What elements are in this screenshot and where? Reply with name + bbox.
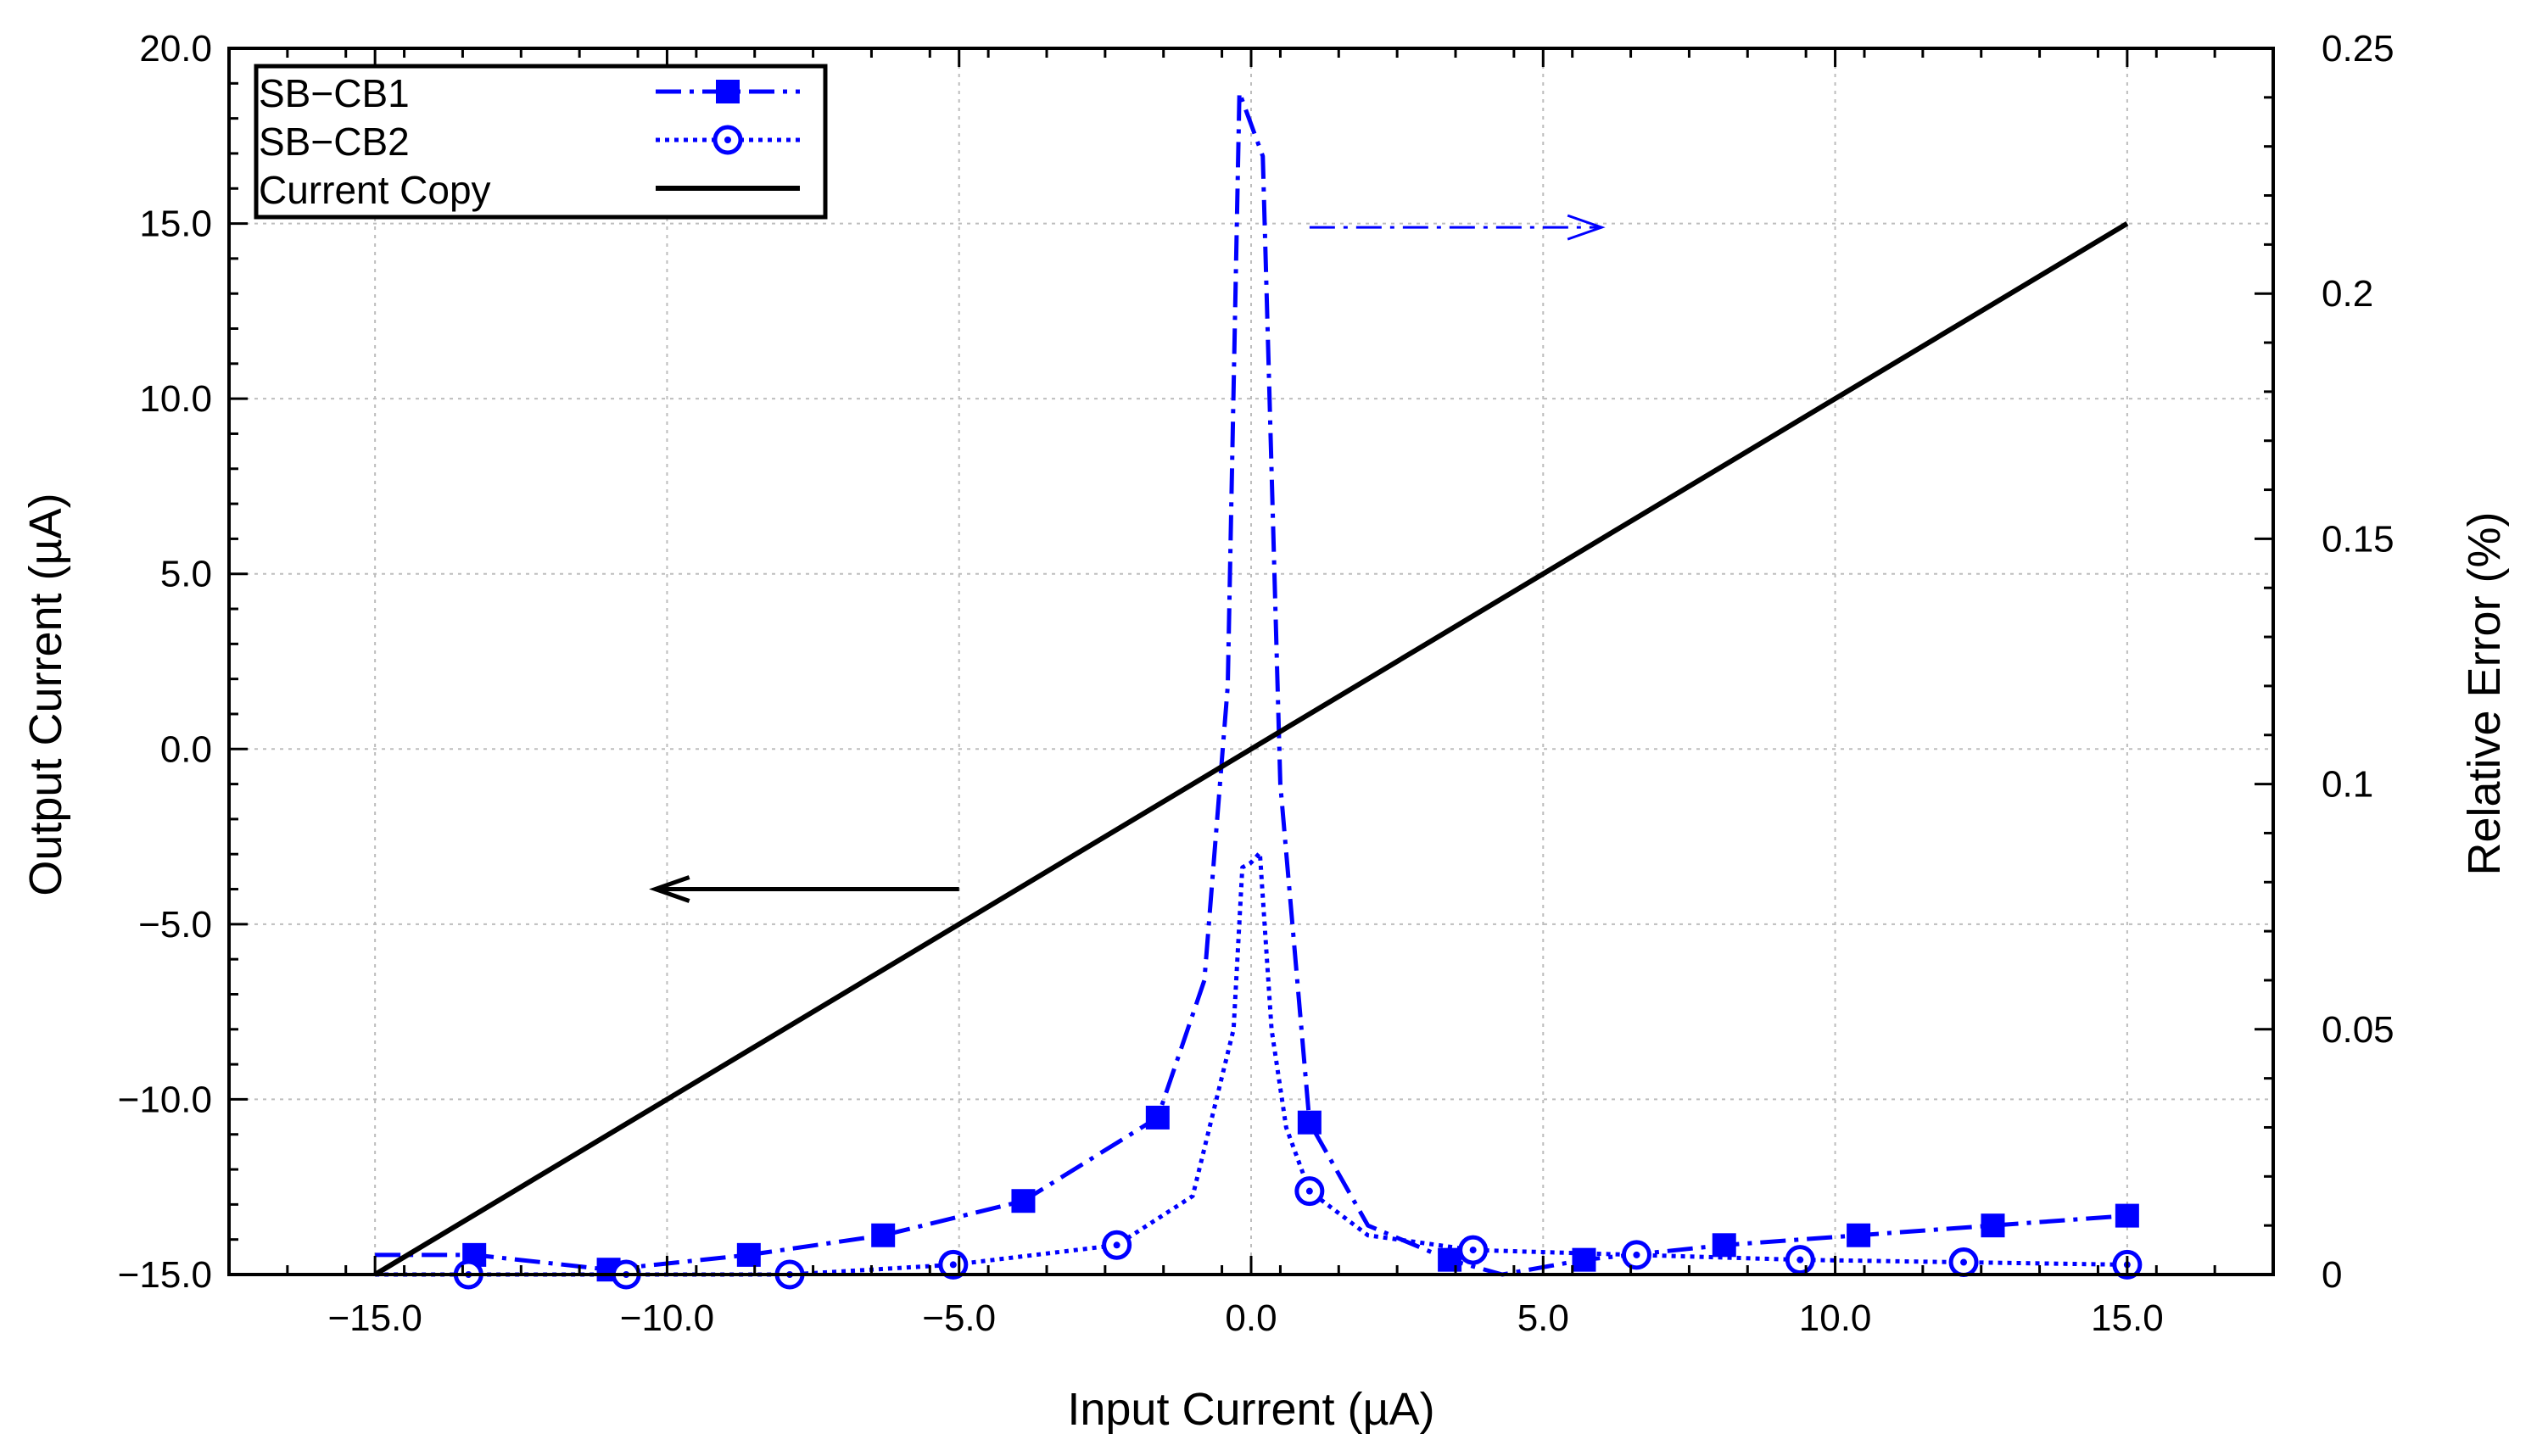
series-1-marker — [1297, 1110, 1322, 1135]
series-1-marker — [871, 1223, 896, 1247]
x-tick-label: 0.0 — [1225, 1297, 1277, 1339]
y-right-tick-label: 0 — [2322, 1254, 2342, 1296]
series-1-marker — [1572, 1247, 1596, 1272]
legend-sample-marker-2-center — [724, 137, 731, 143]
y-left-tick-label: −15.0 — [118, 1254, 212, 1296]
series-2-marker-center — [949, 1261, 957, 1269]
y-left-tick-label: −10.0 — [118, 1079, 212, 1120]
series-2-marker-center — [1633, 1251, 1640, 1258]
series-2-marker-center — [1113, 1241, 1120, 1249]
x-tick-label: 15.0 — [2091, 1297, 2164, 1339]
x-axis-title: Input Current (µA) — [1067, 1384, 1434, 1435]
legend-label-current-copy: Current Copy — [259, 168, 491, 212]
x-tick-label: −15.0 — [327, 1297, 422, 1339]
series-2-marker-center — [1305, 1187, 1313, 1195]
y-right-tick-label: 0.15 — [2322, 518, 2395, 560]
grid-layer — [229, 48, 2273, 1275]
legend: SB−CB1 SB−CB2 Current Copy — [254, 64, 828, 220]
x-tick-label: −5.0 — [922, 1297, 996, 1339]
legend-samples — [656, 80, 800, 191]
legend-label-sb-cb2: SB−CB2 — [259, 120, 410, 164]
series-1-marker — [1011, 1189, 1036, 1213]
series-2-marker-center — [1797, 1256, 1804, 1264]
y-left-tick-label: 5.0 — [160, 554, 212, 595]
y-left-tick-label: 10.0 — [139, 378, 212, 420]
y-right-tick-label: 0.2 — [2322, 273, 2373, 315]
series-layer — [373, 90, 2143, 1290]
x-tick-label: 5.0 — [1517, 1297, 1569, 1339]
series-line-3 — [373, 220, 2129, 1277]
y-left-tick-label: 15.0 — [139, 204, 212, 245]
series-1-marker — [1712, 1233, 1736, 1258]
series-1-marker — [1981, 1213, 2005, 1238]
y-right-axis-title: Relative Error (%) — [2459, 511, 2510, 875]
y-left-tick-label: −5.0 — [138, 904, 212, 946]
legend-label-sb-cb1: SB−CB1 — [259, 71, 410, 115]
y-left-tick-label: 20.0 — [139, 28, 212, 70]
series-1-marker — [736, 1242, 761, 1267]
axis-indicator-arrowhead-right — [1567, 214, 1606, 241]
series-1-marker — [1847, 1223, 1871, 1247]
series-1-marker — [1145, 1105, 1170, 1130]
series-1-marker — [1438, 1247, 1462, 1272]
series-1-marker — [2115, 1203, 2139, 1228]
y-left-axis-title: Output Current (µA) — [20, 493, 71, 895]
axis-layer — [227, 47, 2275, 1276]
tick-label-layer: −15.0 −10.0 −5.0 0.0 5.0 10.0 15.0 −15.0 −10.0 −5… — [118, 28, 2395, 1339]
series-2-marker-center — [1960, 1258, 1968, 1266]
y-right-tick-label: 0.1 — [2322, 764, 2373, 806]
x-tick-label: 10.0 — [1799, 1297, 1872, 1339]
series-2-marker-center — [1469, 1247, 1477, 1254]
axis-indicator-arrowhead-left — [649, 875, 690, 903]
series-line-1 — [375, 90, 2128, 1277]
x-tick-label: −10.0 — [620, 1297, 714, 1339]
y-left-tick-label: 0.0 — [160, 728, 212, 770]
y-right-tick-label: 0.05 — [2322, 1009, 2395, 1051]
y-right-tick-label: 0.25 — [2322, 28, 2395, 70]
annotation-layer — [649, 214, 1606, 903]
legend-sample-marker-1 — [716, 80, 740, 103]
